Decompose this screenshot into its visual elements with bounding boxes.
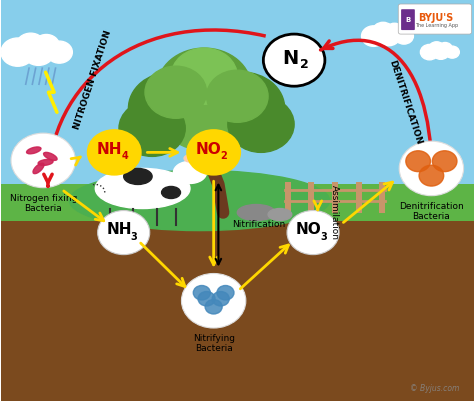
Text: 2: 2 (300, 59, 309, 71)
Circle shape (11, 133, 75, 188)
Text: Nitrifying
Bacteria: Nitrifying Bacteria (192, 334, 235, 353)
Circle shape (182, 273, 246, 328)
Circle shape (399, 141, 464, 196)
Circle shape (207, 70, 268, 122)
Bar (0, 184, 474, 221)
Circle shape (205, 300, 222, 314)
Ellipse shape (33, 163, 44, 174)
Circle shape (171, 48, 237, 104)
Text: 3: 3 (320, 232, 327, 241)
Text: Assimilation: Assimilation (330, 185, 339, 240)
Text: 2: 2 (221, 152, 228, 161)
Circle shape (1, 38, 34, 66)
Text: 3: 3 (131, 232, 137, 241)
Text: NO: NO (196, 142, 222, 157)
Circle shape (198, 292, 215, 306)
Text: Nitrogen fixing
Bacteria: Nitrogen fixing Bacteria (9, 194, 77, 213)
Ellipse shape (237, 205, 275, 221)
Circle shape (212, 292, 229, 306)
Circle shape (264, 34, 325, 86)
Bar (356, 182, 362, 213)
Circle shape (428, 42, 445, 55)
Ellipse shape (173, 161, 207, 184)
Text: © Byjus.com: © Byjus.com (410, 384, 460, 393)
Bar (379, 182, 385, 213)
Circle shape (394, 28, 413, 44)
Circle shape (186, 129, 241, 176)
Text: N: N (282, 49, 299, 68)
Circle shape (23, 39, 54, 65)
Ellipse shape (69, 170, 329, 231)
Circle shape (420, 45, 438, 60)
Circle shape (373, 22, 394, 40)
Text: Nitrification: Nitrification (233, 220, 286, 229)
Circle shape (432, 45, 449, 59)
Circle shape (438, 43, 452, 55)
Circle shape (157, 48, 252, 128)
Bar (0, 0, 474, 217)
Circle shape (128, 72, 214, 144)
Circle shape (87, 129, 142, 176)
Text: NO: NO (295, 222, 321, 237)
Circle shape (193, 286, 210, 300)
Circle shape (228, 96, 294, 152)
Circle shape (33, 34, 59, 57)
Ellipse shape (162, 186, 181, 198)
Circle shape (145, 66, 207, 118)
Ellipse shape (268, 209, 292, 221)
Circle shape (445, 46, 459, 58)
Ellipse shape (27, 147, 41, 154)
Text: B: B (405, 17, 410, 22)
Ellipse shape (124, 168, 152, 184)
Bar (0, 217, 474, 401)
Circle shape (159, 74, 249, 150)
Circle shape (362, 26, 386, 47)
Circle shape (377, 26, 400, 46)
Circle shape (119, 100, 185, 156)
Circle shape (419, 165, 444, 186)
FancyBboxPatch shape (401, 9, 415, 30)
Bar (308, 182, 314, 213)
Text: The Learning App: The Learning App (415, 23, 458, 28)
Circle shape (287, 211, 339, 255)
Ellipse shape (38, 160, 53, 165)
Circle shape (406, 151, 430, 172)
Text: BYJU'S: BYJU'S (419, 13, 454, 23)
Text: DENITRIFICATION: DENITRIFICATION (387, 59, 423, 146)
Ellipse shape (95, 168, 190, 209)
Circle shape (217, 286, 234, 300)
Circle shape (46, 41, 73, 63)
Circle shape (200, 72, 285, 144)
Bar (285, 182, 291, 213)
Text: NH: NH (106, 222, 132, 237)
Text: 4: 4 (121, 152, 128, 161)
Bar (332, 182, 338, 213)
Ellipse shape (184, 155, 196, 162)
Circle shape (385, 23, 404, 39)
Circle shape (432, 151, 457, 172)
Text: NH: NH (97, 142, 122, 157)
FancyBboxPatch shape (398, 4, 472, 34)
Circle shape (98, 211, 150, 255)
Ellipse shape (44, 152, 57, 160)
Text: Denitrification
Bacteria: Denitrification Bacteria (399, 202, 464, 221)
Circle shape (16, 33, 45, 58)
Text: NITROGEN FIXATION: NITROGEN FIXATION (73, 29, 113, 131)
